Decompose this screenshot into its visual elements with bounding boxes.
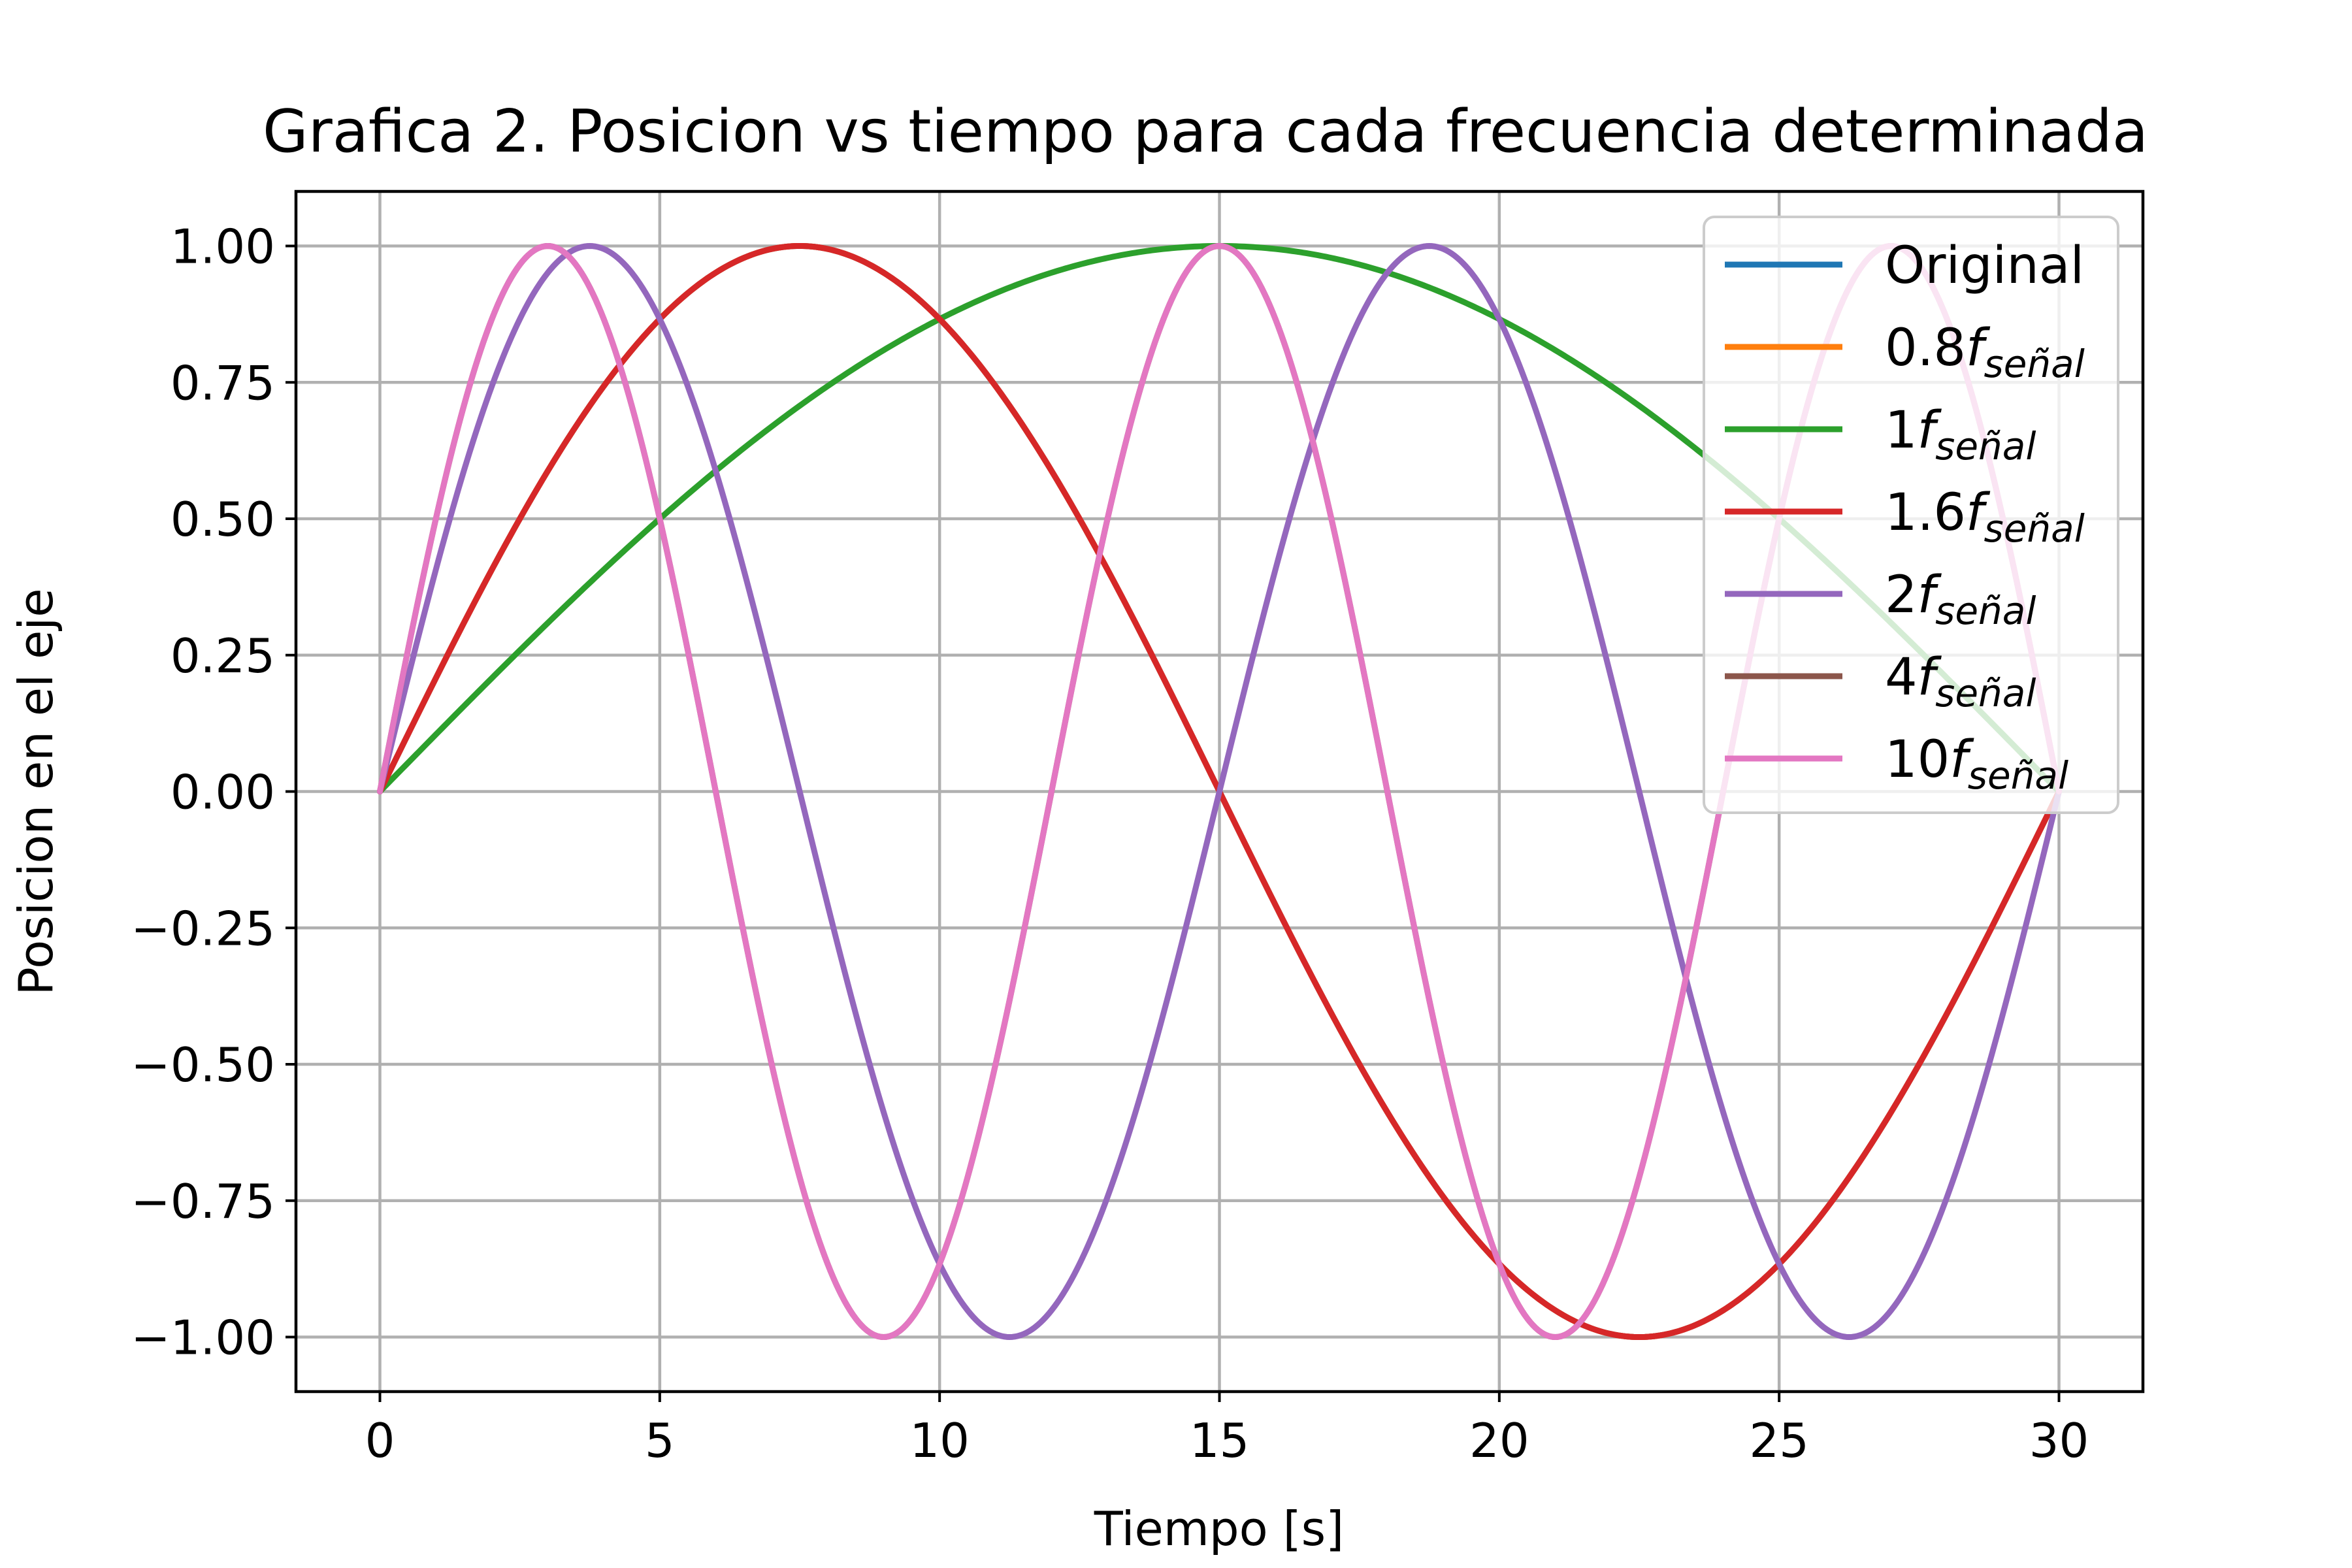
y-tick-label: −0.50 [131, 1037, 275, 1092]
x-tick-label: 10 [909, 1413, 970, 1468]
x-axis-ticks: 0 5 10 15 20 25 30 [365, 1392, 2089, 1468]
x-tick-label: 20 [1469, 1413, 1529, 1468]
x-tick-label: 0 [365, 1413, 395, 1468]
x-tick-label: 5 [645, 1413, 675, 1468]
y-tick-label: 0.50 [171, 492, 275, 547]
chart-title: Grafica 2. Posicion vs tiempo para cada … [263, 97, 2148, 166]
y-axis-ticks: 1.00 0.75 0.50 0.25 0.00 −0.25 −0.50 −0.75 −1.00 [131, 220, 296, 1365]
y-tick-label: 0.25 [171, 629, 275, 683]
x-tick-label: 30 [2029, 1413, 2089, 1468]
y-tick-label: 0.75 [171, 355, 275, 410]
legend-entry: 0.8fseñal [1885, 319, 2085, 386]
legend: Original 0.8fseñal 1fseñal 1.6fseñal 2fseñal… [1703, 216, 2119, 814]
x-tick-label: 25 [1749, 1413, 1809, 1468]
legend-entry: 4fseñal [1885, 648, 2036, 715]
legend-entry: Original [1885, 237, 2084, 295]
legend-entry: 1fseñal [1885, 401, 2036, 468]
legend-frame [1703, 216, 2119, 814]
y-tick-label: 1.00 [171, 220, 275, 274]
y-tick-label: −0.25 [131, 901, 275, 956]
y-tick-label: −0.75 [131, 1174, 275, 1229]
x-axis-label: Tiempo [s] [1094, 1501, 1345, 1556]
y-tick-label: −1.00 [131, 1311, 275, 1365]
series-line [377, 243, 2062, 1340]
y-tick-label: 0.00 [171, 765, 275, 820]
legend-items: Original 0.8fseñal 1fseñal 1.6fseñal 2fseñal… [1725, 237, 2085, 798]
legend-entry: 1.6fseñal [1885, 483, 2085, 551]
y-axis-label: Posicion en el eje [8, 588, 63, 995]
legend-entry: 2fseñal [1885, 566, 2036, 633]
legend-entry: 10fseñal [1885, 730, 2068, 798]
x-tick-label: 15 [1190, 1413, 1250, 1468]
